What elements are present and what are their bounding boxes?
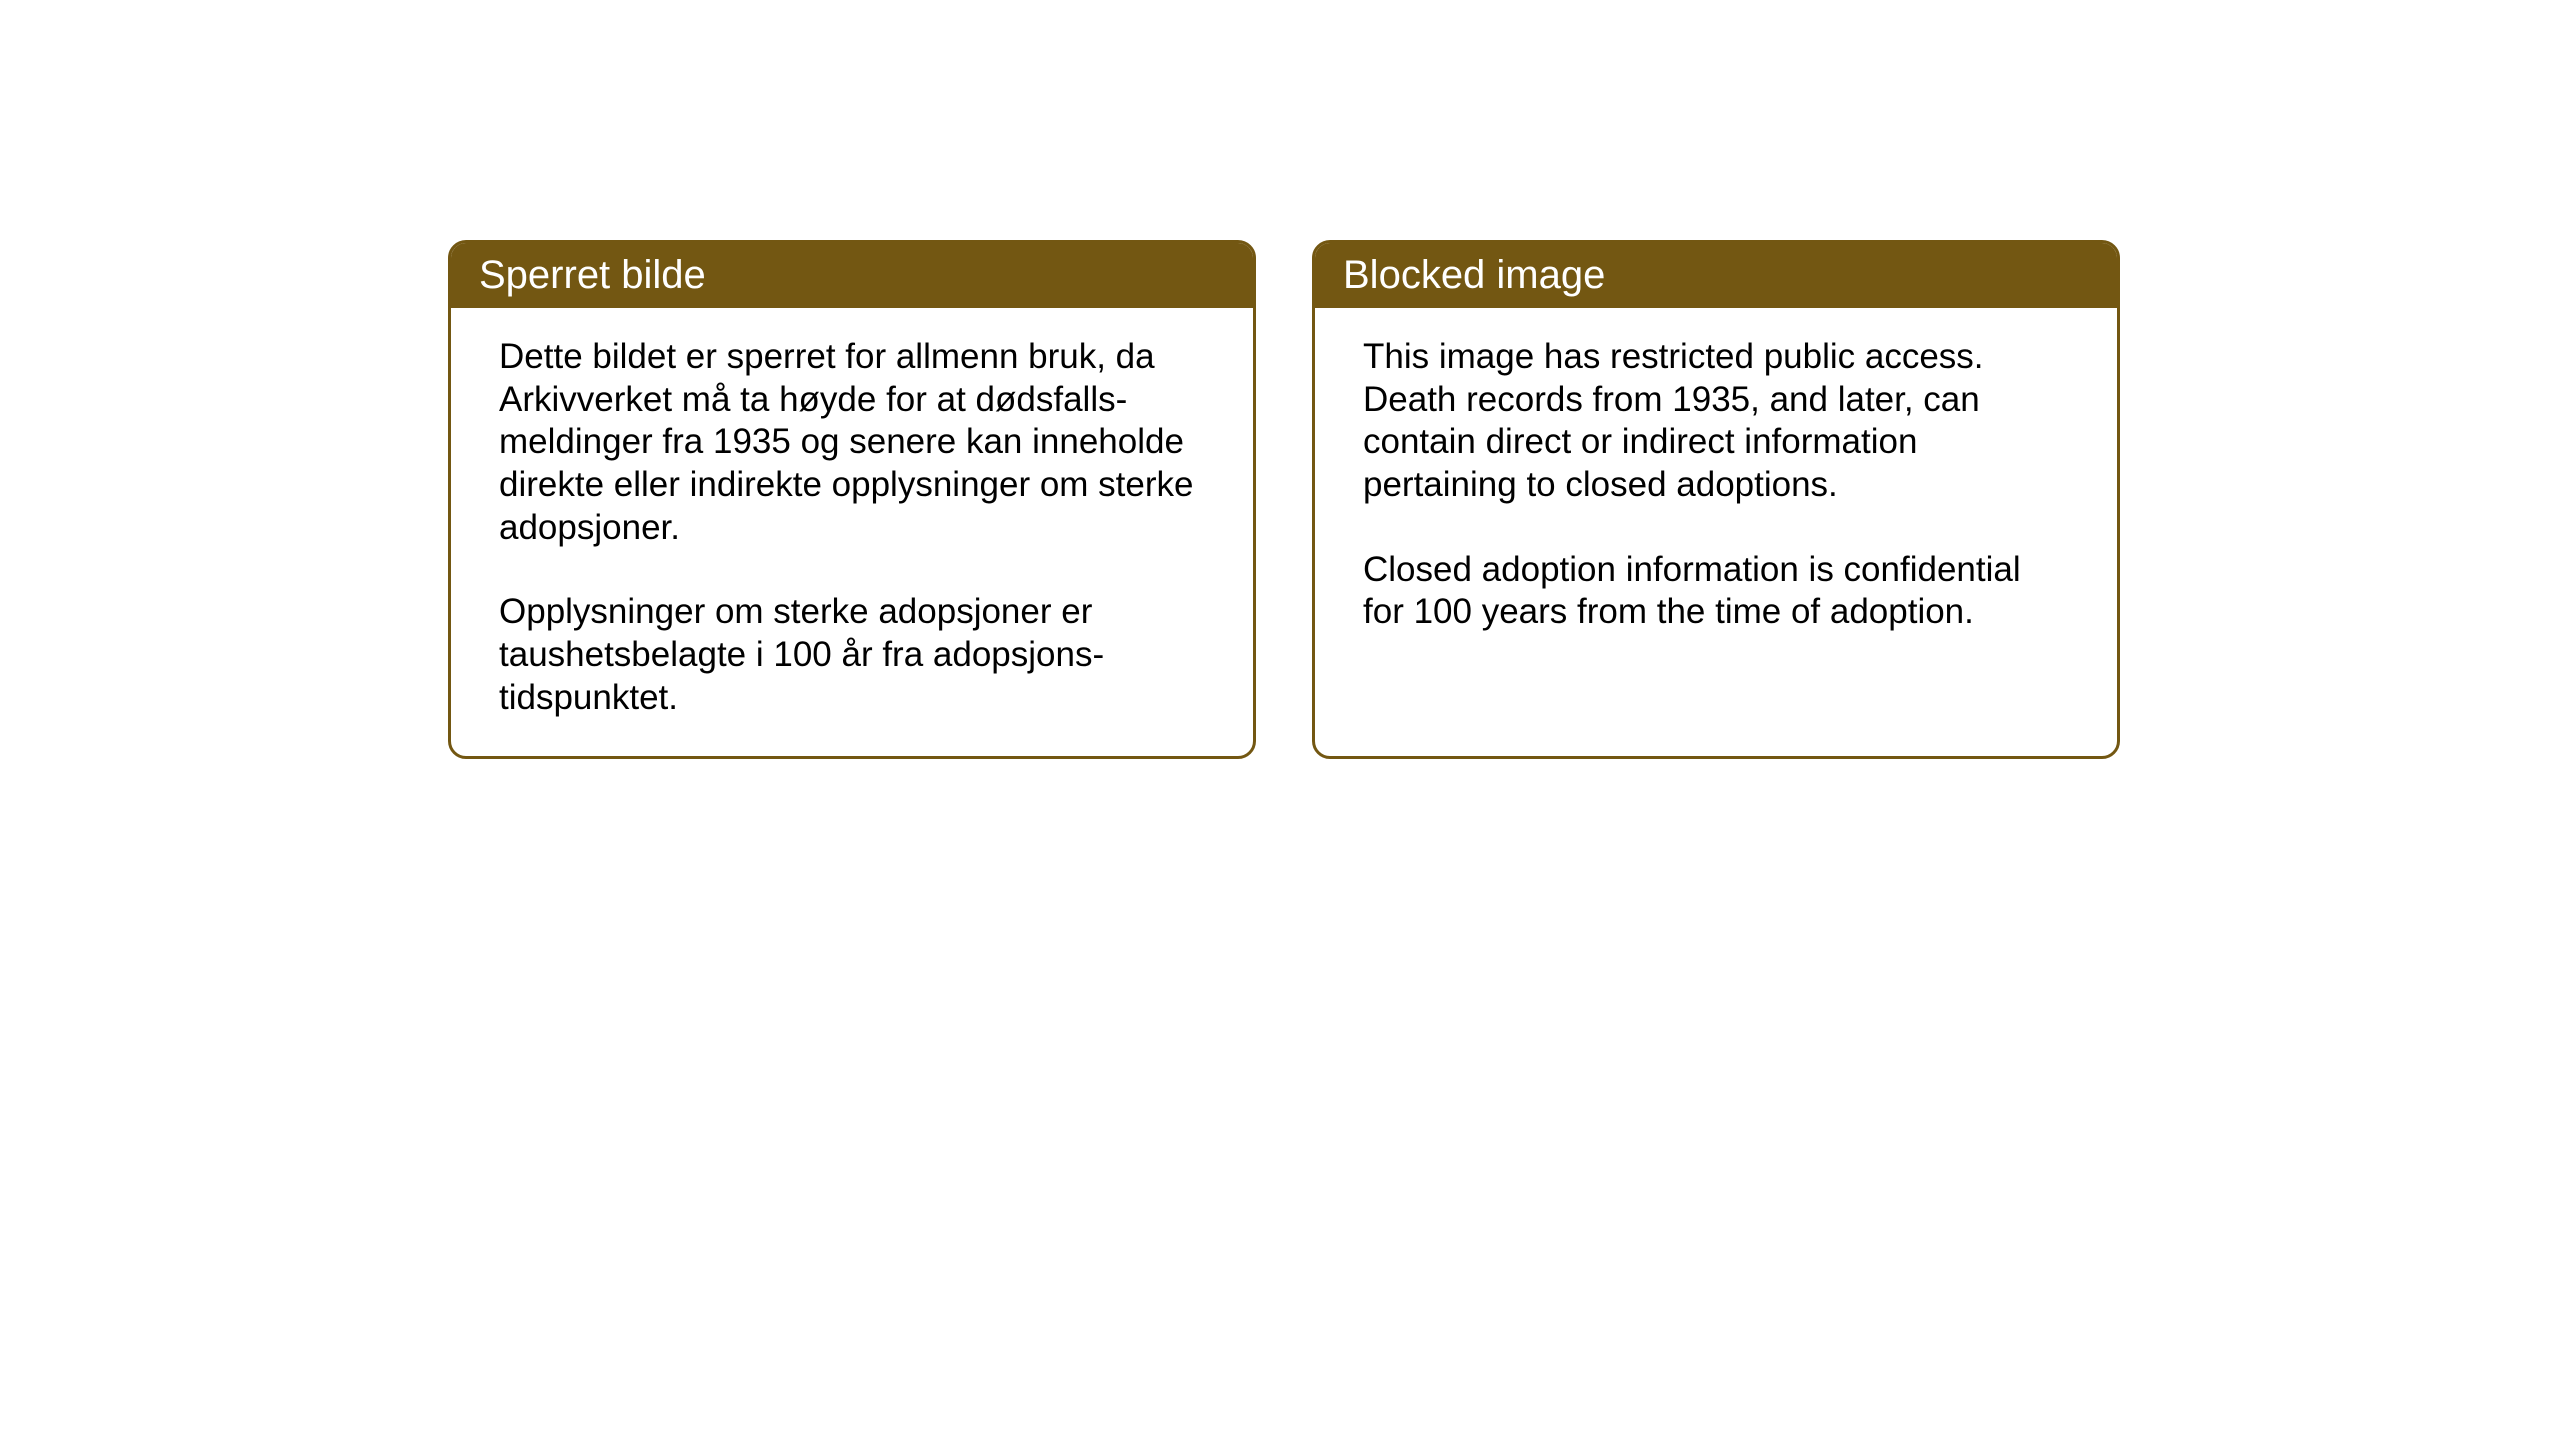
card-title: Sperret bilde [479, 253, 706, 297]
card-paragraph: Closed adoption information is confident… [1363, 549, 2069, 634]
card-header: Sperret bilde [451, 243, 1253, 308]
notice-card-norwegian: Sperret bilde Dette bildet er sperret fo… [448, 240, 1256, 759]
card-paragraph: Opplysninger om sterke adopsjoner er tau… [499, 591, 1205, 719]
notice-cards-container: Sperret bilde Dette bildet er sperret fo… [0, 0, 2560, 759]
card-paragraph: Dette bildet er sperret for allmenn bruk… [499, 336, 1205, 549]
card-title: Blocked image [1343, 253, 1605, 297]
card-body: This image has restricted public access.… [1315, 308, 2117, 718]
card-paragraph: This image has restricted public access.… [1363, 336, 2069, 507]
card-header: Blocked image [1315, 243, 2117, 308]
card-body: Dette bildet er sperret for allmenn bruk… [451, 308, 1253, 756]
notice-card-english: Blocked image This image has restricted … [1312, 240, 2120, 759]
